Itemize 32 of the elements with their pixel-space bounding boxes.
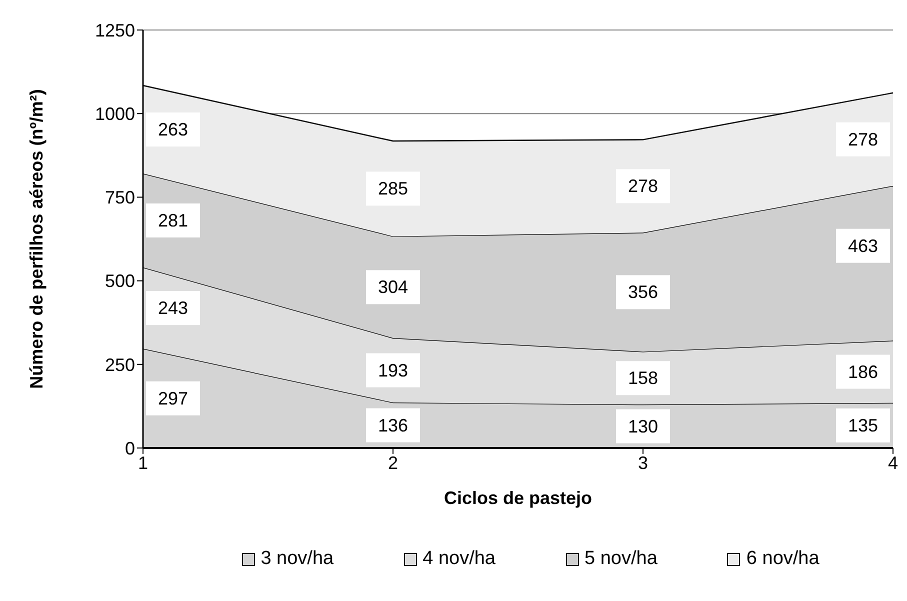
y-tick-label: 1000 [94, 104, 135, 124]
data-label: 186 [848, 362, 878, 382]
y-tick-label: 1250 [94, 20, 135, 40]
x-tick-label: 4 [888, 452, 898, 473]
data-label: 193 [378, 360, 408, 380]
data-label: 278 [628, 176, 658, 196]
y-tick-label: 250 [104, 354, 135, 375]
legend-label: 4 nov/ha [422, 548, 496, 570]
x-tick-label: 1 [138, 452, 148, 473]
data-label: 281 [158, 210, 188, 230]
data-label: 278 [848, 129, 878, 150]
x-axis-title: Ciclos de pastejo [444, 488, 592, 508]
y-tick-label: 500 [104, 271, 135, 292]
data-label: 297 [158, 388, 188, 408]
data-label: 356 [628, 282, 658, 302]
data-label: 135 [848, 415, 878, 436]
data-label: 136 [378, 415, 408, 436]
data-label: 463 [848, 236, 878, 256]
legend-label: 6 nov/ha [746, 548, 820, 570]
data-label: 158 [628, 368, 658, 388]
y-tick-label: 750 [104, 188, 135, 208]
x-tick-label: 3 [638, 452, 648, 473]
legend-label: 5 nov/ha [584, 548, 658, 570]
y-axis-title: Número de perfilhos aéreos (nº/m²) [26, 89, 46, 389]
data-label: 304 [378, 277, 408, 298]
data-label: 130 [628, 416, 658, 436]
data-label: 285 [378, 178, 408, 199]
x-tick-label: 2 [388, 452, 398, 473]
data-label: 243 [158, 298, 188, 318]
data-label: 263 [158, 119, 188, 140]
legend-label: 3 nov/ha [260, 548, 334, 570]
y-tick-label: 0 [124, 438, 135, 458]
